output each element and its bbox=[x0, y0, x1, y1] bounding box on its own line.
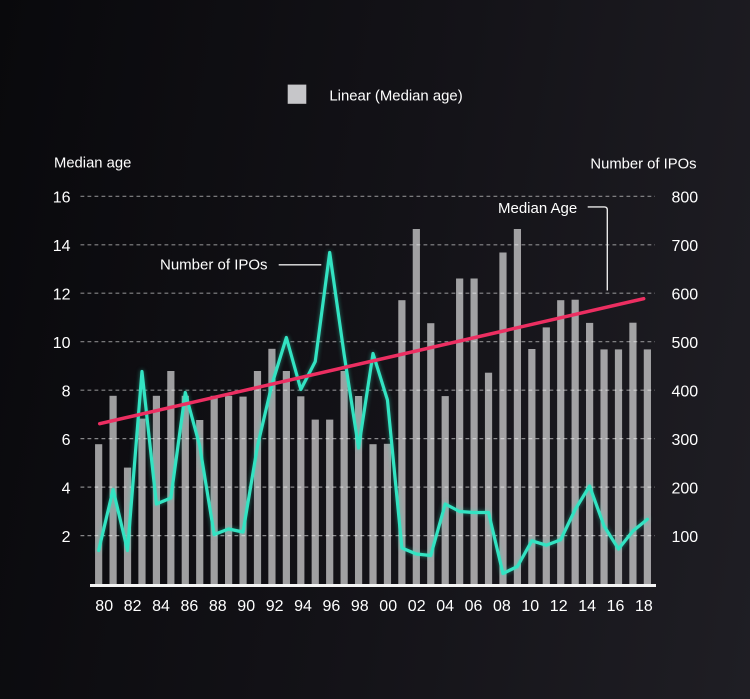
svg-text:16: 16 bbox=[53, 190, 71, 207]
svg-text:400: 400 bbox=[672, 384, 699, 401]
svg-text:06: 06 bbox=[465, 598, 483, 615]
svg-text:98: 98 bbox=[351, 598, 369, 615]
svg-text:2: 2 bbox=[62, 529, 71, 546]
svg-text:08: 08 bbox=[493, 598, 511, 615]
svg-text:Median age: Median age bbox=[54, 156, 131, 172]
svg-text:94: 94 bbox=[294, 598, 312, 615]
svg-text:04: 04 bbox=[436, 598, 454, 615]
svg-text:8: 8 bbox=[62, 384, 71, 401]
svg-text:80: 80 bbox=[95, 598, 113, 615]
svg-text:14: 14 bbox=[578, 598, 596, 615]
svg-text:Number of IPOs: Number of IPOs bbox=[160, 257, 268, 274]
svg-text:16: 16 bbox=[607, 598, 625, 615]
svg-text:300: 300 bbox=[672, 432, 699, 449]
svg-text:14: 14 bbox=[53, 238, 71, 255]
svg-text:88: 88 bbox=[209, 598, 227, 615]
svg-text:12: 12 bbox=[550, 598, 568, 615]
svg-text:90: 90 bbox=[237, 598, 255, 615]
svg-text:100: 100 bbox=[672, 529, 699, 546]
svg-text:600: 600 bbox=[672, 287, 699, 304]
svg-text:00: 00 bbox=[379, 598, 397, 615]
svg-text:10: 10 bbox=[521, 598, 539, 615]
svg-text:92: 92 bbox=[266, 598, 284, 615]
svg-text:02: 02 bbox=[408, 598, 426, 615]
svg-text:700: 700 bbox=[672, 238, 699, 255]
svg-text:500: 500 bbox=[672, 335, 699, 352]
svg-text:84: 84 bbox=[152, 598, 170, 615]
svg-text:Median Age: Median Age bbox=[498, 200, 577, 217]
svg-text:200: 200 bbox=[672, 481, 699, 498]
svg-text:Linear (Median age): Linear (Median age) bbox=[329, 89, 462, 105]
svg-text:82: 82 bbox=[124, 598, 142, 615]
svg-text:4: 4 bbox=[62, 481, 71, 498]
svg-text:10: 10 bbox=[53, 335, 71, 352]
svg-text:800: 800 bbox=[672, 190, 699, 207]
svg-text:86: 86 bbox=[181, 598, 199, 615]
svg-text:96: 96 bbox=[323, 598, 341, 615]
svg-text:6: 6 bbox=[62, 432, 71, 449]
svg-text:Number of IPOs: Number of IPOs bbox=[590, 156, 696, 172]
svg-text:12: 12 bbox=[53, 287, 71, 304]
svg-text:18: 18 bbox=[635, 598, 653, 615]
